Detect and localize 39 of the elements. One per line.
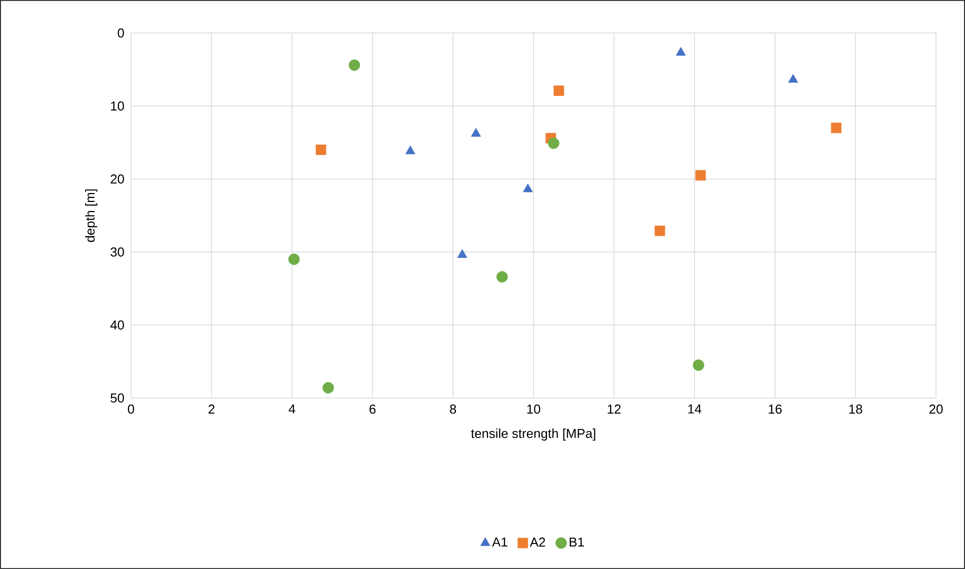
y-tick-label: 10 — [111, 101, 124, 111]
x-tick-label: 4 — [288, 404, 296, 414]
x-tick-label: 10 — [527, 404, 540, 414]
legend-label: A1 — [492, 538, 508, 546]
point — [676, 47, 686, 56]
x-tick-label: 18 — [849, 404, 862, 414]
point — [470, 128, 481, 137]
point — [695, 170, 706, 181]
x-axis-title: tensile strength [MPa] — [471, 428, 596, 441]
x-tick-label: 6 — [370, 404, 376, 414]
y-tick-label: 30 — [110, 247, 124, 257]
point — [457, 249, 468, 258]
y-tick-label: 0 — [118, 28, 124, 38]
point — [348, 59, 360, 71]
point — [692, 359, 704, 371]
x-tick-label: 20 — [929, 404, 943, 414]
point — [316, 144, 326, 156]
y-tick-label: 20 — [110, 174, 124, 184]
x-tick-label: 0 — [128, 404, 134, 414]
legend-label: B1 — [570, 538, 584, 546]
point — [522, 184, 533, 192]
point — [496, 271, 508, 283]
x-tick-label: 2 — [208, 404, 214, 414]
x-tick-label: 14 — [688, 404, 702, 414]
y-tick-label: 50 — [110, 393, 124, 403]
point — [788, 74, 798, 83]
x-tick-label: 8 — [450, 404, 456, 414]
x-tick-label: 12 — [608, 404, 621, 414]
point — [322, 382, 334, 394]
x-tick-label: 16 — [768, 404, 782, 414]
y-axis-title: depth [m] — [85, 189, 98, 242]
point — [654, 226, 666, 236]
point — [830, 122, 842, 134]
point — [405, 146, 416, 154]
legend-label: A2 — [530, 538, 546, 547]
y-tick-label: 40 — [110, 320, 124, 330]
point — [548, 138, 560, 149]
point — [554, 85, 564, 96]
point — [288, 254, 300, 266]
